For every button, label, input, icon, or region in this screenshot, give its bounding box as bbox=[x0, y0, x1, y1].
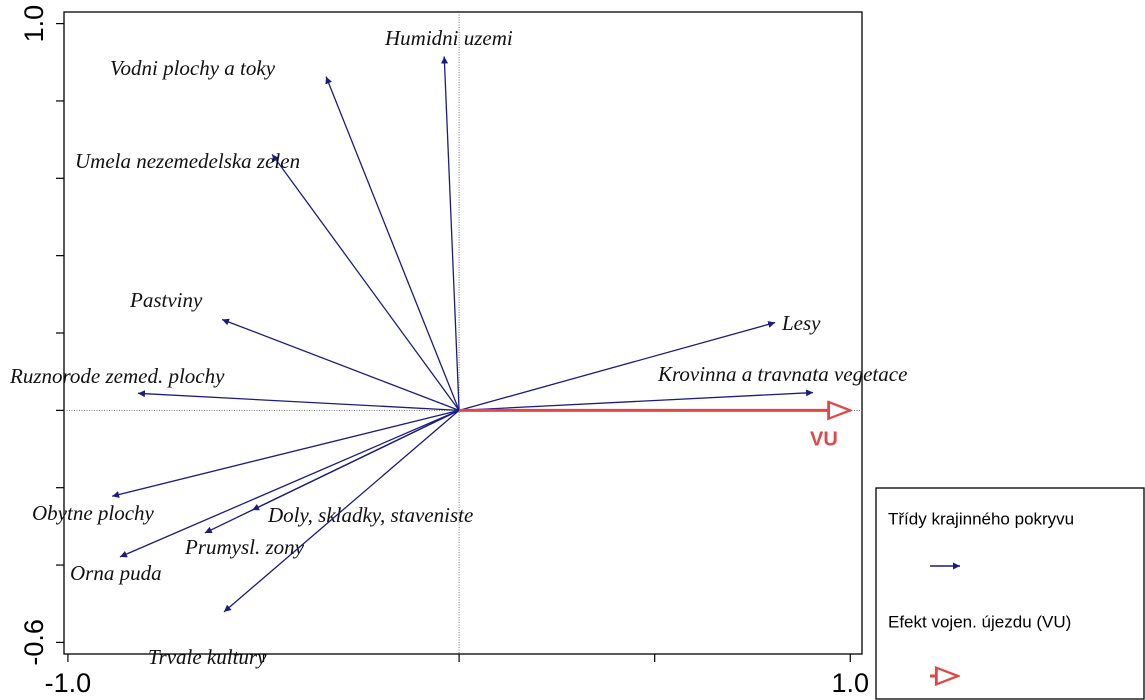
arrow bbox=[111, 409, 460, 498]
arrow-label: Krovinna a travnata vegetace bbox=[657, 362, 907, 386]
arrow-label: Prumysl. zony bbox=[184, 535, 305, 559]
arrow-label: Ruznorode zemed. plochy bbox=[9, 364, 225, 388]
legend-frame bbox=[875, 487, 1145, 700]
y-tick-label: 1.0 bbox=[19, 5, 49, 43]
arrow bbox=[221, 318, 460, 411]
arrow-label: Vodni plochy a toky bbox=[110, 56, 276, 80]
legend-label: Třídy krajinného pokryvu bbox=[888, 509, 1074, 528]
x-tick-label: 1.0 bbox=[831, 668, 869, 698]
arrow bbox=[458, 321, 776, 411]
arrow-label: Lesy bbox=[781, 311, 821, 335]
arrow bbox=[204, 409, 460, 534]
legend-label: Efekt vojen. újezdu (VU) bbox=[888, 612, 1071, 631]
arrow-label: Obytne plochy bbox=[32, 501, 155, 525]
effect-label: VU bbox=[810, 428, 838, 450]
arrow bbox=[459, 389, 814, 411]
arrow-label: Doly, skladky, staveniste bbox=[267, 503, 473, 527]
arrow-label: Trvale kultury bbox=[148, 645, 267, 669]
arrow-label: Humidni uzemi bbox=[384, 26, 513, 50]
arrow-label: Umela nezemedelska zelen bbox=[75, 149, 300, 173]
arrow bbox=[271, 153, 460, 411]
arrow-label: Pastviny bbox=[129, 288, 203, 312]
arrow bbox=[325, 76, 460, 411]
arrow bbox=[119, 409, 460, 558]
x-tick-label: -1.0 bbox=[45, 668, 92, 698]
arrow bbox=[441, 56, 460, 411]
arrow bbox=[137, 390, 460, 411]
arrow bbox=[223, 409, 460, 613]
y-tick-label: -0.6 bbox=[19, 619, 49, 666]
arrow-label: Orna puda bbox=[70, 561, 162, 585]
plot-frame bbox=[63, 11, 863, 655]
